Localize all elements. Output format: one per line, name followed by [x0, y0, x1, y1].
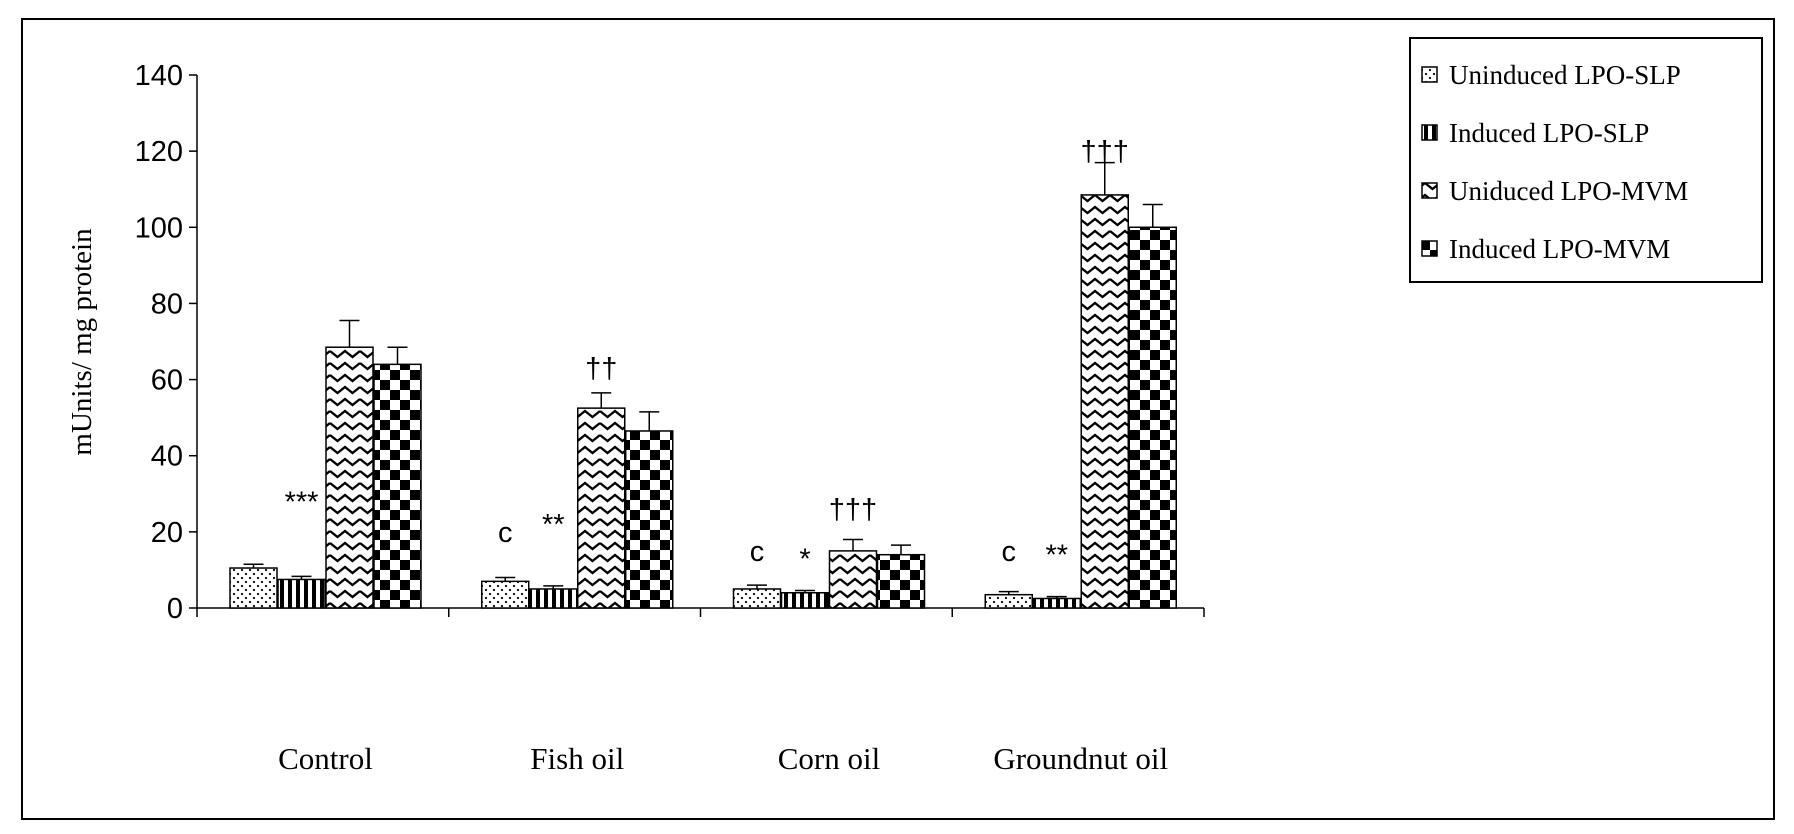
- y-tick-label: 80: [151, 288, 183, 320]
- bar: [876, 553, 926, 609]
- legend-swatch: [1421, 124, 1438, 141]
- bar: [373, 363, 422, 609]
- y-tick-label: 20: [151, 517, 183, 549]
- bar: [625, 430, 674, 609]
- y-tick-label: 40: [151, 441, 183, 473]
- y-axis-title: mUnits/ mg protein: [66, 228, 98, 456]
- bar: [481, 580, 530, 609]
- y-tick-label: 0: [167, 593, 183, 625]
- significance-annotation: **: [542, 509, 565, 541]
- legend-swatch: [1421, 240, 1438, 257]
- legend-label: Uniduced LPO-MVM: [1449, 176, 1688, 206]
- significance-annotation: c: [750, 536, 765, 568]
- x-category-label: Groundnut oil: [993, 741, 1168, 776]
- x-category-label: Control: [278, 741, 373, 776]
- significance-annotation: c: [1002, 536, 1017, 568]
- y-tick-label: 140: [135, 60, 183, 92]
- legend-swatch: [1421, 66, 1438, 83]
- bar: [529, 588, 578, 609]
- significance-annotation: ***: [285, 486, 319, 518]
- significance-annotation: *: [799, 544, 810, 576]
- legend-label: Uninduced LPO-SLP: [1449, 60, 1681, 90]
- significance-annotation: ††: [585, 353, 617, 385]
- y-tick-label: 100: [135, 212, 183, 244]
- significance-annotation: †††: [1081, 136, 1129, 168]
- bar: [1080, 194, 1129, 609]
- bar: [277, 578, 326, 609]
- significance-annotation: **: [1045, 540, 1068, 572]
- legend-box: [1409, 37, 1763, 283]
- significance-annotation: †††: [829, 494, 877, 526]
- bar: [325, 346, 374, 609]
- bar: [732, 588, 782, 609]
- bar: [1128, 226, 1177, 609]
- significance-annotation: c: [498, 517, 513, 549]
- y-tick-label: 120: [135, 136, 183, 168]
- y-tick-label: 60: [151, 365, 183, 397]
- bar: [577, 407, 626, 609]
- legend-label: Induced LPO-MVM: [1449, 234, 1670, 264]
- x-category-label: Corn oil: [778, 741, 880, 776]
- bar: [229, 567, 278, 609]
- legend-label: Induced LPO-SLP: [1449, 118, 1649, 148]
- legend-swatch: [1421, 182, 1438, 199]
- bar: [984, 593, 1033, 609]
- bar: [780, 592, 830, 609]
- bar: [828, 550, 878, 609]
- x-category-label: Fish oil: [530, 741, 624, 776]
- bar: [1032, 597, 1081, 609]
